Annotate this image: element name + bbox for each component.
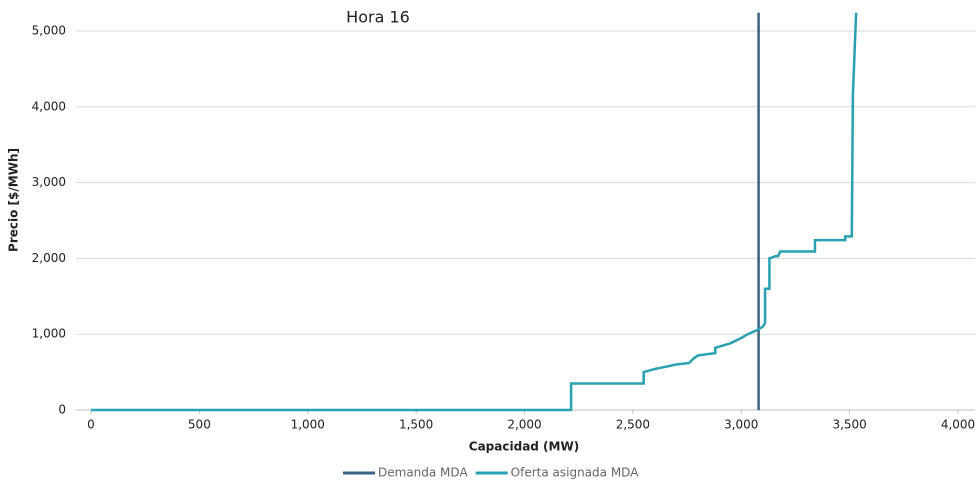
y-tick-label: 2,000	[32, 251, 66, 265]
series-line	[91, 12, 858, 412]
y-axis-label: Precio [$/MWh]	[7, 148, 21, 252]
chart-title: Hora 16	[346, 8, 410, 27]
x-tick-label: 4,000	[941, 418, 975, 432]
y-tick-label: 3,000	[32, 175, 66, 189]
legend-label: Oferta asignada MDA	[511, 466, 640, 480]
y-tick-label: 0	[58, 403, 66, 417]
x-tick-label: 1,500	[399, 418, 433, 432]
x-tick-label: 500	[188, 418, 211, 432]
x-tick-label: 3,500	[832, 418, 866, 432]
y-tick-label: 1,000	[32, 327, 66, 341]
x-tick-label: 3,000	[724, 418, 758, 432]
x-tick-label: 2,500	[616, 418, 650, 432]
x-axis-label: Capacidad (MW)	[469, 440, 579, 454]
x-tick-label: 2,000	[507, 418, 541, 432]
y-tick-label: 5,000	[32, 23, 66, 37]
x-tick-label: 1,000	[291, 418, 325, 432]
legend-label: Demanda MDA	[378, 466, 468, 480]
x-tick-label: 0	[87, 418, 95, 432]
y-tick-label: 4,000	[32, 99, 66, 113]
